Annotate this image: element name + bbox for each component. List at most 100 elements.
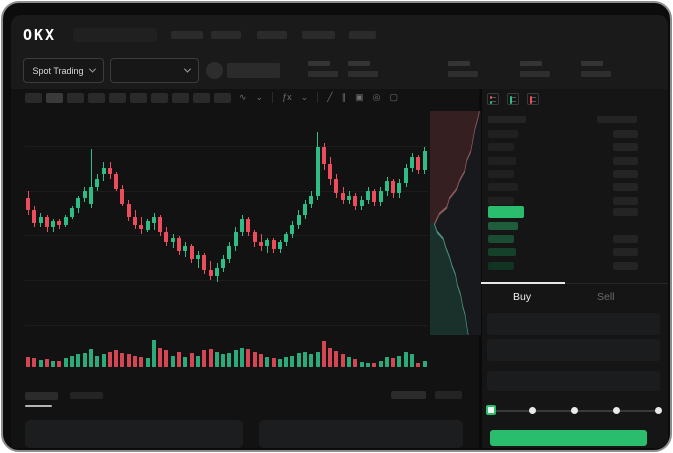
- chevron-down-icon[interactable]: ⌄: [300, 92, 309, 102]
- candle-body: [258, 242, 263, 247]
- candle-body: [347, 195, 351, 200]
- ask-price-skeleton[interactable]: [488, 143, 514, 152]
- stat-value-skeleton: [520, 71, 550, 77]
- interval-button-skeleton[interactable]: [214, 93, 231, 103]
- stat-label-skeleton: [448, 61, 470, 66]
- last-price-bar[interactable]: [488, 206, 524, 218]
- line: [492, 97, 496, 98]
- candle-body: [44, 216, 49, 228]
- volume-bar: [334, 350, 339, 367]
- candle-body: [32, 210, 37, 224]
- bottom-action-skeleton[interactable]: [391, 391, 426, 399]
- interval-button-skeleton[interactable]: [109, 93, 126, 103]
- chevron-down-icon[interactable]: ⌄: [255, 92, 264, 102]
- orderbook-asks-icon[interactable]: [527, 93, 539, 105]
- orderbook-bids-icon[interactable]: [507, 93, 519, 105]
- tab-buy[interactable]: Buy: [513, 291, 532, 303]
- candlestick-chart[interactable]: [25, 115, 428, 327]
- parallel-lines-icon[interactable]: ∥: [341, 92, 347, 102]
- bid-price-bar[interactable]: [488, 235, 514, 244]
- ask-size-skeleton[interactable]: [613, 183, 638, 192]
- volume-bar: [170, 355, 175, 367]
- candle-style-icon[interactable]: ∿: [239, 92, 247, 102]
- candle-body: [246, 218, 251, 232]
- volume-bar: [284, 356, 289, 367]
- ask-price-skeleton[interactable]: [488, 156, 516, 165]
- price-input-skeleton[interactable]: [487, 313, 660, 335]
- ask-price-skeleton[interactable]: [488, 169, 514, 178]
- trading-mode-selector[interactable]: Spot Trading: [23, 58, 104, 83]
- slider-stop[interactable]: [571, 407, 578, 414]
- nav-search-skeleton[interactable]: [73, 28, 157, 42]
- candle-body: [107, 168, 112, 175]
- depth-chart[interactable]: [430, 110, 481, 336]
- ask-price-skeleton[interactable]: [488, 183, 518, 192]
- bottom-action-skeleton[interactable]: [435, 391, 462, 399]
- nav-item-skeleton[interactable]: [171, 31, 203, 39]
- ask-size-skeleton[interactable]: [613, 143, 638, 152]
- candle-body: [340, 193, 345, 200]
- candle-body: [397, 182, 402, 194]
- bid-price-bar[interactable]: [488, 222, 518, 230]
- bottom-tab-skeleton[interactable]: [70, 392, 103, 399]
- total-input-skeleton[interactable]: [487, 371, 660, 391]
- amount-input-skeleton[interactable]: [487, 339, 660, 361]
- ask-price-skeleton[interactable]: [488, 196, 514, 205]
- bid-size-skeleton[interactable]: [613, 235, 638, 244]
- slider-stop[interactable]: [529, 407, 537, 414]
- ask-size-skeleton[interactable]: [613, 156, 638, 165]
- interval-button-skeleton[interactable]: [151, 93, 168, 103]
- bid-price-bar[interactable]: [488, 261, 514, 270]
- volume-bar: [233, 350, 238, 367]
- volume-bar: [422, 360, 427, 367]
- slider-stop[interactable]: [654, 407, 662, 414]
- nav-item-skeleton[interactable]: [257, 31, 287, 39]
- interval-button-skeleton[interactable]: [88, 93, 105, 103]
- slider-stop[interactable]: [486, 405, 496, 415]
- volume-bar: [296, 353, 301, 367]
- candle-body: [290, 225, 295, 234]
- interval-button-skeleton[interactable]: [25, 93, 42, 103]
- nav-item-skeleton[interactable]: [302, 31, 335, 39]
- bid-price-bar[interactable]: [488, 248, 516, 257]
- ask-price-skeleton[interactable]: [488, 130, 518, 138]
- nav-item-skeleton[interactable]: [211, 31, 241, 39]
- gridline: [25, 280, 428, 281]
- book-value-skeleton: [613, 208, 638, 216]
- okx-logo[interactable]: OKX: [23, 26, 57, 44]
- camera-icon[interactable]: ▣: [355, 92, 364, 102]
- interval-button-skeleton[interactable]: [46, 93, 63, 103]
- orderbook-combined-icon[interactable]: [487, 93, 499, 105]
- interval-button-skeleton[interactable]: [130, 93, 147, 103]
- volume-bar: [309, 353, 314, 367]
- green-mark: [510, 96, 512, 104]
- nav-item-skeleton[interactable]: [349, 31, 376, 39]
- interval-button-skeleton[interactable]: [193, 93, 210, 103]
- ask-size-skeleton[interactable]: [613, 196, 638, 205]
- ask-size-skeleton[interactable]: [613, 130, 638, 138]
- volume-chart[interactable]: [25, 340, 428, 367]
- tab-sell[interactable]: Sell: [597, 291, 615, 303]
- indicators-fx-icon[interactable]: ƒx: [282, 92, 292, 102]
- submit-order-button[interactable]: [490, 430, 647, 446]
- candle-body: [88, 187, 93, 205]
- volume-bar: [70, 356, 74, 367]
- fullscreen-icon[interactable]: ▢: [389, 92, 398, 102]
- pair-name-skeleton: [227, 63, 280, 78]
- line-tool-icon[interactable]: ╱: [327, 92, 333, 102]
- ask-size-skeleton[interactable]: [613, 169, 638, 178]
- slider-stop[interactable]: [612, 407, 620, 414]
- bid-size-skeleton[interactable]: [613, 248, 638, 257]
- bottom-tab-skeleton[interactable]: [25, 392, 58, 400]
- volume-bar: [183, 356, 188, 367]
- candle-body: [233, 231, 238, 247]
- candle-body: [391, 180, 396, 194]
- stat-value-skeleton: [581, 71, 611, 77]
- stat-label-skeleton: [581, 61, 603, 66]
- bid-size-skeleton[interactable]: [613, 261, 638, 270]
- pair-dropdown[interactable]: [110, 58, 199, 83]
- interval-button-skeleton[interactable]: [67, 93, 84, 103]
- candle-body: [359, 199, 364, 207]
- interval-button-skeleton[interactable]: [172, 93, 189, 103]
- clock-icon[interactable]: ◎: [372, 92, 381, 102]
